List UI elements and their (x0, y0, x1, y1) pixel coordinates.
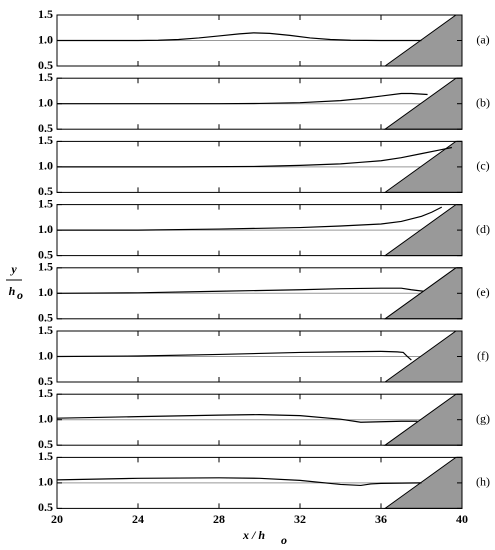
y-tick-label: 1.0 (38, 32, 53, 46)
y-tick-label: 1.0 (38, 411, 53, 425)
y-tick-label: 1.5 (38, 196, 53, 210)
water-surface (56, 413, 418, 423)
y-tick-label: 0.5 (38, 500, 53, 514)
y-tick-label: 1.5 (38, 260, 53, 274)
y-label-sub: o (17, 288, 23, 302)
panel-label: (a) (476, 32, 489, 46)
water-surface (57, 146, 452, 168)
y-tick-label: 1.0 (38, 348, 53, 362)
y-tick-label: 0.5 (38, 184, 53, 198)
y-tick-label: 1.5 (38, 323, 53, 337)
y-tick-label: 0.5 (38, 121, 53, 135)
y-tick-label: 0.5 (38, 311, 53, 325)
panel-label: (e) (476, 285, 489, 299)
water-surface (57, 92, 428, 105)
panel-label: (d) (476, 222, 490, 236)
y-tick-label: 0.5 (38, 374, 53, 388)
y-tick-label: 0.5 (38, 247, 53, 261)
y-tick-label: 1.5 (38, 70, 53, 84)
y-tick-label: 1.0 (38, 475, 53, 489)
y-tick-label: 1.0 (38, 285, 53, 299)
x-tick-label: 20 (51, 512, 63, 526)
x-tick-label: 40 (456, 512, 468, 526)
y-tick-label: 0.5 (38, 58, 53, 72)
y-label-numerator: y (9, 262, 17, 276)
x-tick-label: 28 (213, 512, 225, 526)
x-label-sub: o (281, 533, 287, 547)
y-tick-label: 1.5 (38, 7, 53, 21)
water-surface (56, 477, 422, 487)
x-label: x / h (242, 528, 265, 542)
x-tick-label: 36 (375, 512, 387, 526)
y-tick-label: 1.0 (38, 95, 53, 109)
y-tick-label: 1.5 (38, 386, 53, 400)
water-surface (56, 350, 412, 361)
y-tick-label: 1.5 (38, 133, 53, 147)
panel-label: (b) (476, 95, 490, 109)
panel-label: (g) (476, 411, 490, 425)
y-tick-label: 1.0 (38, 222, 53, 236)
panel-label: (c) (476, 159, 489, 173)
panel-label: (f) (477, 348, 489, 362)
water-surface (56, 287, 424, 294)
panel-label: (h) (476, 475, 490, 489)
y-tick-label: 1.5 (38, 449, 53, 463)
x-tick-label: 32 (294, 512, 306, 526)
x-tick-label: 24 (132, 512, 144, 526)
water-surface (57, 32, 422, 42)
y-tick-label: 1.0 (38, 159, 53, 173)
y-label-denominator: h (9, 284, 16, 298)
water-surface (57, 206, 443, 231)
y-tick-label: 0.5 (38, 437, 53, 451)
